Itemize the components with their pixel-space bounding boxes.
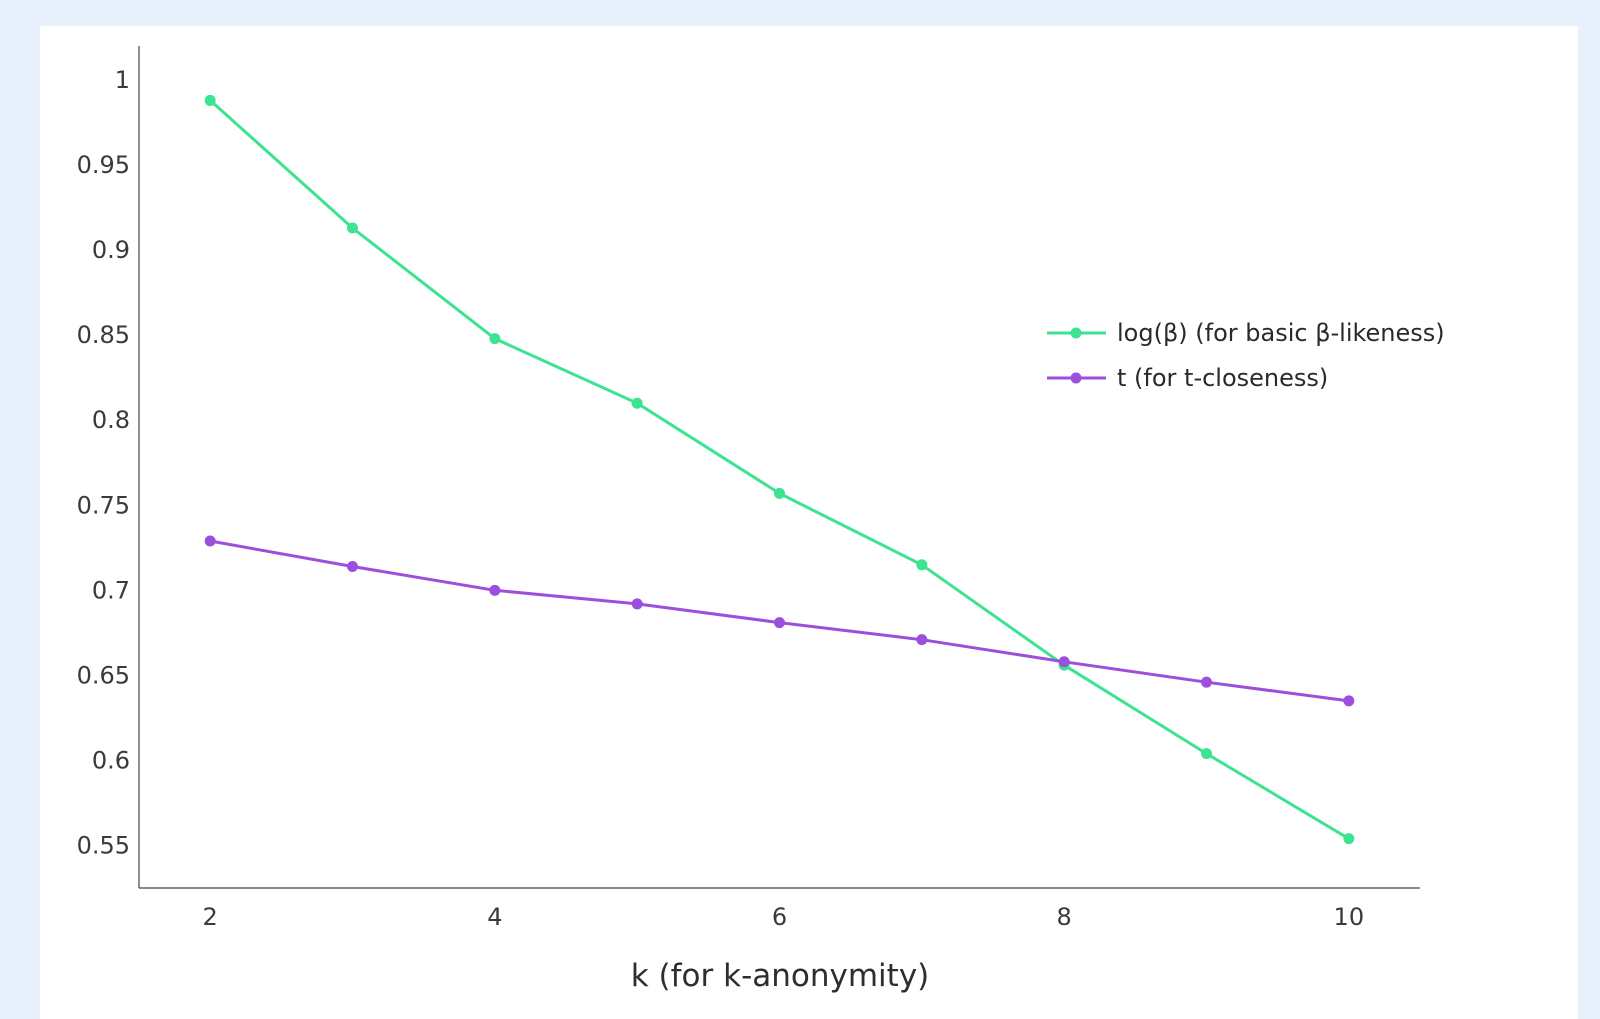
x-axis-title: k (for k-anonymity) [631,958,930,994]
x-tick-label: 10 [1334,903,1365,931]
y-tick-label: 0.85 [77,321,130,349]
y-tick-label: 1 [115,66,130,94]
data-point [347,222,358,234]
legend-swatch-marker [1070,327,1082,339]
legend-swatch-marker [1070,372,1082,384]
data-point [204,535,216,547]
legend-label: t (for t-closeness) [1117,364,1328,392]
line-chart: 0.55 0.6 0.65 0.7 0.75 0.8 0.85 0.9 0.95 1 2 4 6 8 10… [77,46,1445,994]
data-point [774,617,785,629]
axes [138,46,1420,889]
y-tick-labels: 0.55 0.6 0.65 0.7 0.75 0.8 0.85 0.9 0.95 1 [77,66,130,859]
data-point [1201,748,1212,760]
data-point [347,561,358,573]
legend: log(β) (for basic β-likeness) t (for t-cl… [1047,319,1445,392]
x-tick-label: 2 [203,903,218,931]
y-tick-label: 0.7 [92,576,130,604]
data-point [631,598,643,610]
x-tick-labels: 2 4 6 8 10 [203,903,1365,931]
data-point [916,559,928,571]
data-point [916,634,928,646]
y-tick-label: 0.9 [92,236,130,264]
legend-item: t (for t-closeness) [1047,364,1328,392]
y-tick-label: 0.55 [77,831,130,859]
series-line [209,99,1350,840]
y-tick-label: 0.95 [77,151,130,179]
data-point [631,397,643,409]
data-point [489,584,501,596]
x-tick-label: 4 [487,903,502,931]
y-tick-label: 0.6 [92,746,130,774]
data-point [1058,656,1070,668]
x-tick-label: 8 [1057,903,1072,931]
y-tick-label: 0.8 [92,406,130,434]
chart-card: 0.55 0.6 0.65 0.7 0.75 0.8 0.85 0.9 0.95 1 2 4 6 8 10… [40,26,1578,1019]
legend-label: log(β) (for basic β-likeness) [1117,319,1445,347]
y-tick-label: 0.75 [77,491,130,519]
data-point [204,94,216,106]
series-2 [204,535,1355,707]
y-tick-label: 0.65 [77,661,130,689]
x-tick-label: 6 [772,903,787,931]
data-point [1343,833,1355,845]
data-point [1201,676,1212,688]
data-point [489,333,501,345]
data-point [1343,695,1355,707]
series-1 [204,94,1355,845]
legend-item: log(β) (for basic β-likeness) [1047,319,1445,347]
series-group [204,94,1355,845]
data-point [774,487,785,499]
